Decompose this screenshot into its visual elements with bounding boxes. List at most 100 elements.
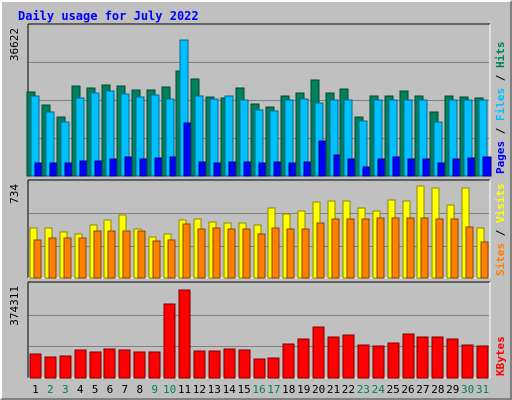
bar-kbytes-day-17 bbox=[267, 357, 280, 379]
bar-kbytes-day-2 bbox=[44, 356, 57, 379]
x-tick-label-day-23: 23 bbox=[357, 383, 370, 396]
chart-title: Daily usage for July 2022 bbox=[18, 9, 199, 23]
bar-kbytes-day-19 bbox=[297, 338, 310, 379]
bar-sites-day-27 bbox=[420, 217, 429, 279]
bar-sites-day-15 bbox=[242, 228, 251, 279]
bar-kbytes-day-29 bbox=[446, 338, 459, 379]
legend-hits-files-pages: Pages / Files / Hits bbox=[494, 42, 507, 175]
x-tick-label-day-30: 30 bbox=[461, 383, 474, 396]
bar-kbytes-day-18 bbox=[282, 343, 295, 379]
x-tick-label-day-20: 20 bbox=[312, 383, 325, 396]
x-tick-label-day-21: 21 bbox=[327, 383, 340, 396]
x-tick-label-day-22: 22 bbox=[342, 383, 355, 396]
bar-kbytes-day-8 bbox=[133, 351, 146, 379]
chart-panels: 36622 Pages / Files / Hits 734 Sites / Visi… bbox=[8, 23, 507, 379]
bar-kbytes-day-21 bbox=[327, 336, 340, 379]
bar-sites-day-8 bbox=[137, 230, 146, 279]
x-tick-label-day-9: 9 bbox=[151, 383, 158, 396]
bar-kbytes-day-27 bbox=[416, 336, 429, 379]
bar-sites-day-3 bbox=[63, 237, 72, 279]
x-tick-label-day-17: 17 bbox=[267, 383, 280, 396]
bar-kbytes-day-16 bbox=[253, 358, 266, 379]
bar-sites-day-22 bbox=[346, 218, 355, 279]
bar-sites-day-28 bbox=[435, 218, 444, 279]
bar-sites-day-2 bbox=[48, 237, 57, 279]
legend-entry-visits: Visits bbox=[494, 183, 507, 223]
x-tick-label-day-6: 6 bbox=[107, 383, 114, 396]
legend-entry-sites: Sites bbox=[494, 243, 507, 276]
panel-visits-sites: 734 Sites / Visits bbox=[8, 179, 507, 279]
bar-sites-day-4 bbox=[78, 237, 87, 279]
bar-kbytes-day-3 bbox=[59, 355, 72, 379]
bar-kbytes-day-24 bbox=[372, 345, 385, 379]
x-tick-label-day-24: 24 bbox=[372, 383, 386, 396]
bar-kbytes-day-11 bbox=[178, 289, 191, 379]
bar-kbytes-day-22 bbox=[342, 334, 355, 379]
x-tick-label-day-12: 12 bbox=[193, 383, 206, 396]
x-tick-label-day-3: 3 bbox=[62, 383, 69, 396]
bar-sites-day-25 bbox=[391, 217, 400, 279]
panel-hits-files-pages: 36622 Pages / Files / Hits bbox=[8, 23, 507, 177]
legend-kbytes: KBytes bbox=[494, 336, 507, 376]
legend-entry-hits: Hits bbox=[494, 42, 507, 69]
bar-sites-day-21 bbox=[331, 218, 340, 279]
x-tick-label-day-28: 28 bbox=[431, 383, 444, 396]
legend-entry-files: Files bbox=[494, 88, 507, 121]
bar-kbytes-day-4 bbox=[74, 349, 87, 379]
x-tick-label-day-10: 10 bbox=[163, 383, 176, 396]
x-tick-label-day-25: 25 bbox=[387, 383, 400, 396]
x-tick-label-day-5: 5 bbox=[92, 383, 99, 396]
bar-kbytes-day-5 bbox=[89, 351, 102, 379]
bar-sites-day-24 bbox=[376, 217, 385, 279]
bar-sites-day-6 bbox=[107, 230, 116, 279]
legend-entry-pages: Pages bbox=[494, 141, 507, 174]
bar-sites-day-18 bbox=[286, 228, 295, 279]
bar-kbytes-day-23 bbox=[357, 344, 370, 379]
bar-kbytes-day-6 bbox=[103, 348, 116, 379]
bar-sites-day-11 bbox=[182, 223, 191, 279]
x-tick-label-day-26: 26 bbox=[401, 383, 414, 396]
bar-sites-day-1 bbox=[33, 239, 42, 279]
bar-sites-day-13 bbox=[212, 227, 221, 279]
bar-sites-day-17 bbox=[271, 227, 280, 279]
x-tick-label-day-13: 13 bbox=[208, 383, 221, 396]
x-tick-label-day-2: 2 bbox=[47, 383, 54, 396]
bar-sites-day-12 bbox=[197, 228, 206, 279]
y-max-label: 36622 bbox=[8, 28, 21, 61]
bar-kbytes-day-10 bbox=[163, 303, 176, 379]
y-max-label: 734 bbox=[8, 184, 21, 204]
y-max-label: 374311 bbox=[8, 286, 21, 326]
bar-kbytes-day-13 bbox=[208, 350, 221, 379]
bar-sites-day-5 bbox=[93, 230, 102, 279]
x-axis-labels: 1 2 3 4 5 6 7 8 9 10 11 12 13 14 15 16 17 18 19 20 21 22 23 24 2… bbox=[32, 383, 489, 396]
legend-visits-sites: Sites / Visits bbox=[494, 183, 507, 276]
bar-kbytes-day-31 bbox=[476, 345, 489, 379]
bar-sites-day-26 bbox=[406, 217, 415, 279]
bar-kbytes-day-7 bbox=[118, 349, 131, 379]
x-tick-label-day-14: 14 bbox=[223, 383, 237, 396]
x-tick-label-day-16: 16 bbox=[252, 383, 265, 396]
x-tick-label-day-8: 8 bbox=[136, 383, 143, 396]
bar-kbytes-day-28 bbox=[431, 336, 444, 379]
x-tick-label-day-1: 1 bbox=[32, 383, 39, 396]
bar-kbytes-day-26 bbox=[402, 333, 415, 379]
bar-sites-day-23 bbox=[361, 218, 370, 279]
bar-sites-day-16 bbox=[257, 233, 266, 279]
panel-kbytes: 374311 KBytes bbox=[8, 281, 507, 379]
bar-kbytes-day-14 bbox=[223, 348, 236, 379]
bar-kbytes-day-9 bbox=[148, 351, 161, 379]
x-tick-label-day-18: 18 bbox=[282, 383, 295, 396]
bar-sites-day-14 bbox=[227, 228, 236, 279]
bar-sites-day-20 bbox=[316, 222, 325, 279]
x-tick-label-day-11: 11 bbox=[178, 383, 191, 396]
x-tick-label-day-29: 29 bbox=[446, 383, 459, 396]
bar-kbytes-day-20 bbox=[312, 326, 325, 379]
bar-sites-day-7 bbox=[122, 230, 131, 279]
x-tick-label-day-15: 15 bbox=[237, 383, 250, 396]
bar-kbytes-day-25 bbox=[387, 342, 400, 379]
bar-sites-day-19 bbox=[301, 228, 310, 279]
bar-pages-day-31 bbox=[482, 156, 492, 177]
x-tick-label-day-4: 4 bbox=[77, 383, 84, 396]
